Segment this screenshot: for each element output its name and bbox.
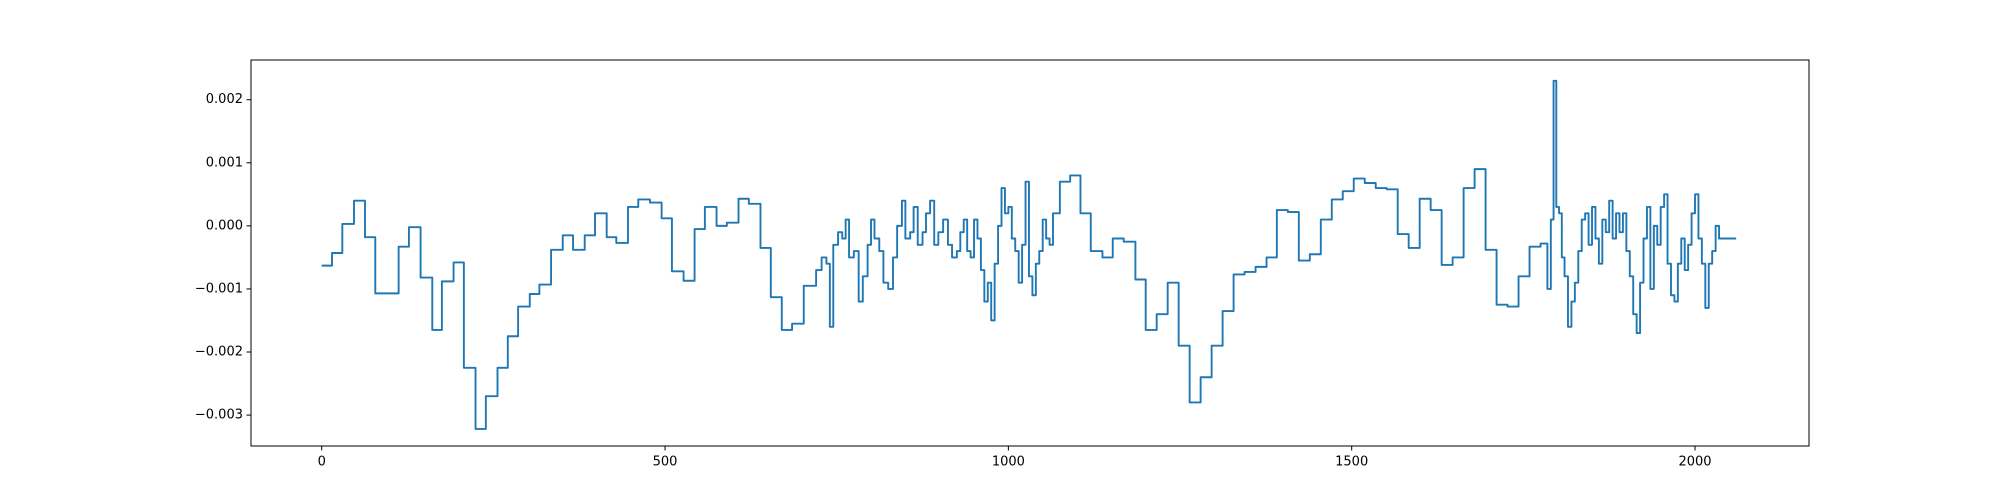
x-tick-label: 500 <box>653 455 678 470</box>
y-tick-label: 0.001 <box>206 155 243 170</box>
y-tick-label: −0.003 <box>195 408 243 423</box>
plot-frame <box>250 59 1810 447</box>
x-tick-label: 1000 <box>992 455 1025 470</box>
y-tick-label: 0.000 <box>206 218 243 233</box>
x-tick-label: 2000 <box>1678 455 1711 470</box>
y-tick-label: −0.002 <box>195 345 243 360</box>
y-tick-label: 0.002 <box>206 92 243 107</box>
line-series <box>321 79 1737 430</box>
x-tick-label: 1500 <box>1335 455 1368 470</box>
x-tick-label: 0 <box>318 455 326 470</box>
y-tick-label: −0.001 <box>195 281 243 296</box>
